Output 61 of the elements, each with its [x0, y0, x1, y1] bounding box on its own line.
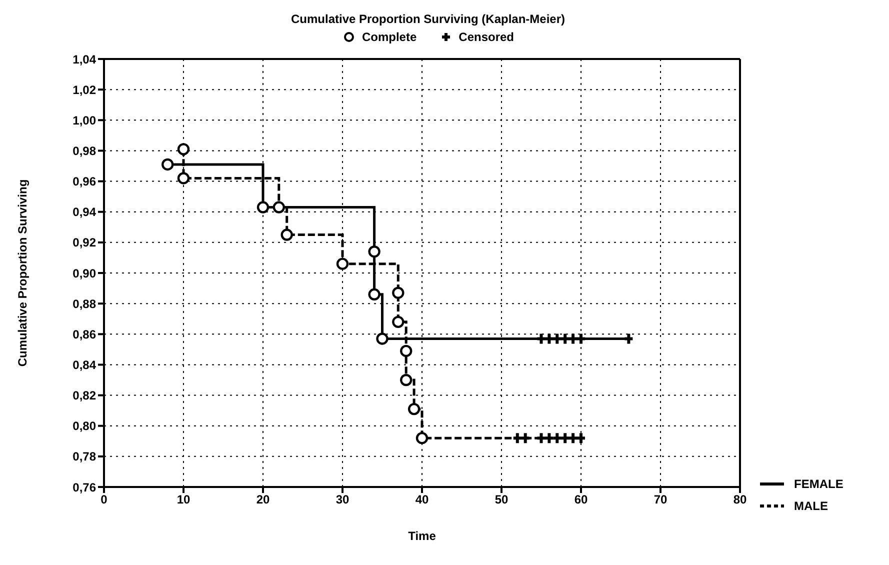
y-tick-label: 1,02 — [72, 82, 96, 97]
x-tick-label: 0 — [100, 492, 108, 507]
point — [520, 432, 531, 445]
chart-title: Cumulative Proportion Surviving (Kaplan-Meier) — [290, 12, 566, 26]
point — [280, 228, 293, 241]
point — [512, 432, 523, 445]
x-tick-label: 80 — [733, 492, 747, 507]
y-tick-label: 0,78 — [72, 450, 96, 464]
x-tick-label: 60 — [574, 492, 588, 507]
point — [536, 432, 547, 445]
y-tick-label: 0,86 — [72, 327, 96, 342]
point — [400, 374, 412, 386]
y-axis-title: Cumulative Proportion Surviving — [15, 179, 30, 367]
x-tick-label: 30 — [336, 492, 350, 507]
point — [536, 332, 547, 346]
point — [392, 286, 404, 299]
y-tick-label: 0,90 — [72, 266, 96, 280]
point — [560, 332, 571, 346]
point — [272, 201, 285, 214]
point — [408, 402, 420, 416]
point — [368, 288, 380, 300]
x-tick-label: 10 — [176, 492, 190, 507]
point — [544, 432, 555, 445]
x-tick-label: 70 — [654, 492, 668, 507]
point — [568, 332, 579, 346]
point — [162, 158, 174, 171]
y-tick-label: 0,96 — [72, 174, 96, 189]
point — [576, 432, 586, 445]
x-tick-label: 40 — [415, 492, 429, 507]
point — [256, 201, 270, 214]
point — [544, 332, 555, 346]
x-tick-label: 50 — [494, 492, 508, 507]
legend-label: Complete — [360, 30, 417, 44]
point — [552, 432, 563, 445]
y-tick-label: 0,88 — [72, 296, 96, 311]
point — [560, 432, 571, 445]
point — [336, 258, 349, 270]
y-tick-label: 0,82 — [72, 388, 96, 403]
x-axis-title: Time — [408, 529, 436, 543]
y-tick-label: 0,84 — [72, 358, 96, 372]
y-tick-label: 0,76 — [72, 480, 96, 494]
legend-label: MALE — [793, 498, 829, 515]
y-tick-label: 0,94 — [72, 205, 96, 220]
point — [400, 344, 412, 358]
point — [376, 332, 388, 345]
point — [392, 316, 404, 328]
y-tick-label: 0,80 — [72, 419, 96, 434]
y-tick-label: 0,92 — [72, 236, 96, 250]
point — [576, 332, 586, 346]
y-tick-label: 0,98 — [72, 144, 96, 158]
point — [568, 432, 579, 445]
point — [177, 143, 190, 156]
point — [416, 432, 428, 444]
point — [177, 172, 190, 184]
legend-label: FEMALE — [793, 476, 844, 493]
point — [368, 246, 380, 258]
point — [552, 332, 563, 346]
legend-label: Censored — [458, 30, 514, 44]
y-tick-label: 1,00 — [72, 113, 96, 128]
x-tick-label: 20 — [256, 492, 270, 507]
y-tick-label: 1,04 — [72, 52, 96, 66]
